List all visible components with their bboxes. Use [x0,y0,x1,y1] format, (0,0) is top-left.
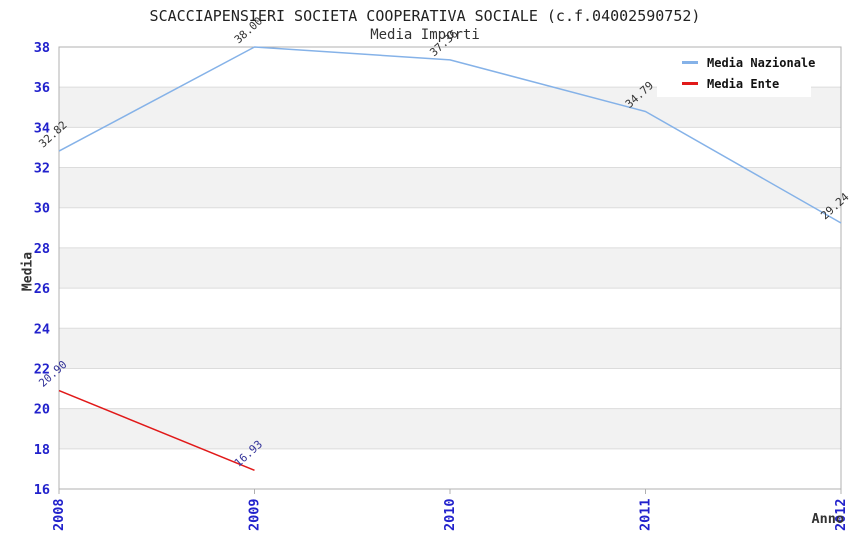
y-tick-label: 22 [34,361,50,377]
y-tick-label: 30 [34,201,50,217]
y-tick-label: 20 [34,402,50,418]
x-tick-label: 2010 [442,498,458,531]
y-tick-label: 24 [34,321,50,337]
x-tick-label: 2011 [638,498,654,531]
y-tick-label: 36 [34,80,50,96]
y-tick-labels: 16 18 20 22 24 26 28 30 32 34 36 38 [34,40,50,498]
y-tick-label: 32 [34,161,50,177]
legend-item-media-nazionale: Media Nazionale [682,56,815,70]
legend-label-media-ente: Media Ente [707,76,780,91]
chart-title: SCACCIAPENSIERI SOCIETA COOPERATIVA SOCI… [149,7,701,25]
legend-swatch-media-ente [682,82,698,85]
y-tick-label: 38 [34,40,50,56]
y-tick-label: 34 [34,120,50,136]
point-label: 38.00 [232,14,265,46]
y-axis-title: Media [20,251,36,292]
x-axis-title: Anno [811,511,844,527]
y-tick-label: 26 [34,281,50,297]
legend: Media Nazionale Media Ente [657,49,815,97]
legend-label-media-nazionale: Media Nazionale [707,55,816,70]
x-tick-label: 2008 [51,498,67,531]
x-tick-labels: 2008 2009 2010 2011 2012 [51,498,849,531]
legend-swatch-media-nazionale [682,61,698,64]
x-tick-label: 2012 [833,498,849,531]
x-ticks [58,489,842,494]
x-tick-label: 2009 [247,498,263,531]
legend-item-media-ente: Media Ente [682,77,811,91]
chart-subtitle: Media Importi [370,27,480,43]
y-tick-label: 18 [34,442,50,458]
y-tick-label: 28 [34,241,50,257]
series-line-media-ente [58,389,255,472]
grid-bands [59,47,841,489]
series-line-media-nazionale [58,46,842,224]
y-tick-label: 16 [34,482,50,498]
